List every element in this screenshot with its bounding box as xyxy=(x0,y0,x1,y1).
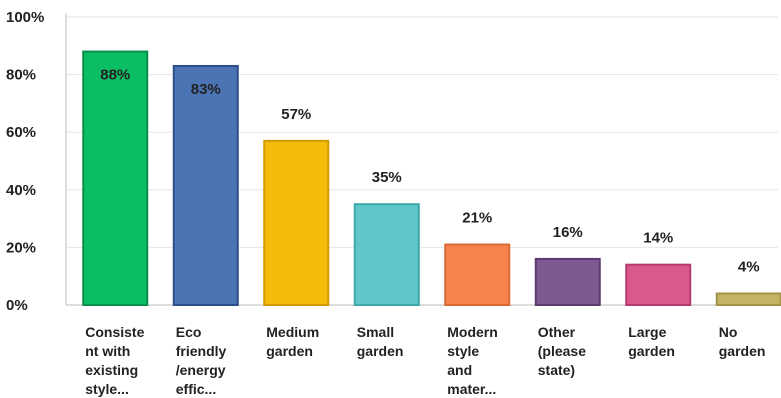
data-label: 83% xyxy=(191,81,221,98)
x-tick-label: Consiste nt with existing style... xyxy=(85,324,144,397)
data-label: 57% xyxy=(281,106,311,123)
data-label: 4% xyxy=(738,258,760,275)
y-tick-label: 40% xyxy=(6,182,36,199)
bar xyxy=(82,50,149,307)
data-label: 16% xyxy=(553,224,583,241)
y-tick-label: 100% xyxy=(6,9,44,26)
y-tick-label: 20% xyxy=(6,239,36,256)
bar xyxy=(444,243,511,307)
x-tick-label: Other (please state) xyxy=(538,324,586,378)
bar xyxy=(534,257,601,307)
y-tick-label: 60% xyxy=(6,124,36,141)
x-tick-label: Small garden xyxy=(357,324,404,359)
bar xyxy=(715,292,781,307)
data-label: 35% xyxy=(372,169,402,186)
x-tick-label: Eco friendly/energy effic... xyxy=(176,324,227,397)
bar xyxy=(172,64,239,306)
y-tick-label: 80% xyxy=(6,67,36,84)
y-tick-label: 0% xyxy=(6,297,28,314)
x-tick-label: Modern style and mater... xyxy=(447,324,498,397)
bar xyxy=(353,203,420,306)
bar xyxy=(263,139,330,306)
data-label: 88% xyxy=(100,67,130,84)
bar xyxy=(625,263,692,306)
x-tick-label: No garden xyxy=(719,324,766,359)
x-tick-label: Medium garden xyxy=(266,324,319,359)
data-label: 21% xyxy=(462,210,492,227)
data-label: 14% xyxy=(643,230,673,247)
x-tick-label: Large garden xyxy=(628,324,675,359)
